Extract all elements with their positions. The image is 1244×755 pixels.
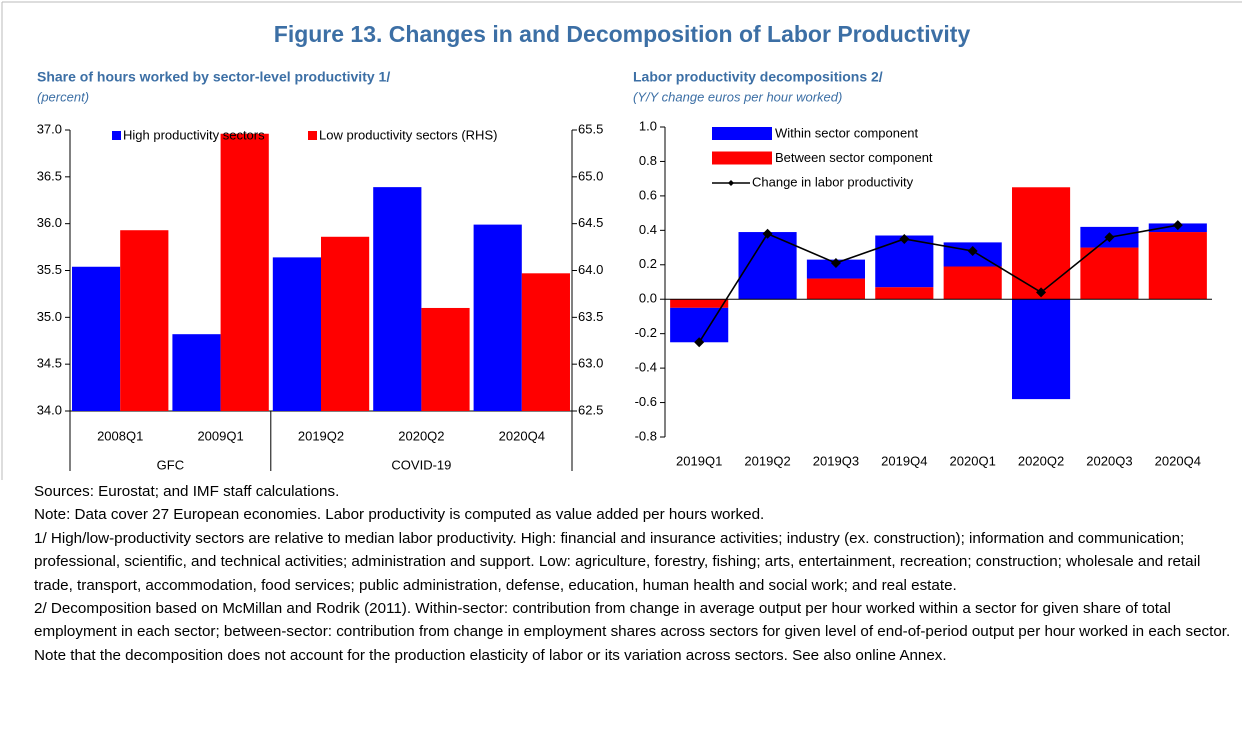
y-tick-label: 34.5 [37, 356, 62, 371]
y-tick-label: 36.5 [37, 168, 62, 183]
y2-tick-label: 63.0 [578, 356, 603, 371]
x-tick-label: 2008Q1 [97, 428, 143, 443]
marker [1036, 287, 1047, 298]
x-tick-label: 2020Q2 [1018, 453, 1064, 468]
bar-segment [875, 235, 934, 288]
marker [694, 337, 705, 348]
chart-subtitle: (percent) [37, 89, 89, 104]
chart-title: Labor productivity decompositions 2/ [633, 69, 883, 85]
y-tick-label: 0.4 [639, 222, 657, 237]
x-tick-label: 2019Q3 [813, 453, 859, 468]
group-label: GFC [157, 457, 184, 472]
y-tick-label: -0.6 [635, 394, 657, 409]
y-tick-label: 0.2 [639, 256, 657, 271]
bar [172, 334, 221, 411]
x-tick-label: 2019Q4 [881, 453, 927, 468]
y-tick-label: -0.4 [635, 360, 657, 375]
y-tick-label: 37.0 [37, 121, 62, 136]
x-tick-label: 2009Q1 [197, 428, 243, 443]
x-tick-label: 2020Q4 [499, 428, 545, 443]
legend-swatch [112, 131, 121, 140]
bar [220, 133, 269, 411]
bar [120, 230, 169, 411]
x-tick-label: 2019Q2 [744, 453, 790, 468]
y2-tick-label: 62.5 [578, 402, 603, 417]
bar-segment [670, 299, 729, 308]
legend-swatch [712, 151, 772, 165]
legend-label: Low productivity sectors (RHS) [319, 127, 497, 142]
bar-segment [1148, 232, 1207, 300]
x-tick-label: 2020Q2 [398, 428, 444, 443]
note: 2/ Decomposition based on McMillan and R… [34, 600, 1231, 664]
note: Note: Data cover 27 European economies. … [34, 506, 765, 524]
bar [373, 187, 422, 411]
chart-subtitle: (Y/Y change euros per hour worked) [633, 89, 842, 104]
note: Sources: Eurostat; and IMF staff calcula… [34, 483, 340, 500]
line [698, 224, 1178, 343]
y-tick-label: 34.0 [37, 402, 62, 417]
bar-segment [1012, 187, 1071, 300]
chart-title: Share of hours worked by sector-level pr… [37, 69, 390, 85]
marker [830, 258, 841, 269]
figure: Figure 13. Changes in and Decomposition … [1, 1, 1242, 480]
bar-segment [806, 259, 865, 279]
x-tick-label: 2019Q1 [676, 453, 722, 468]
y2-tick-label: 64.0 [578, 262, 603, 277]
y-tick-label: 0.0 [639, 291, 657, 306]
legend-label: Change in labor productivity [752, 174, 914, 189]
x-tick-label: 2020Q3 [1086, 453, 1132, 468]
marker [762, 228, 773, 239]
bar-segment [1080, 247, 1139, 300]
note: 1/ High/low-productivity sectors are rel… [34, 529, 1201, 594]
y-tick-label: -0.2 [635, 325, 657, 340]
y-tick-label: 35.5 [37, 262, 62, 277]
legend-swatch [308, 131, 317, 140]
y-tick-label: -0.8 [635, 428, 657, 443]
y2-tick-label: 65.0 [578, 168, 603, 183]
y-tick-label: 0.6 [639, 187, 657, 202]
bar-segment [670, 307, 729, 343]
y2-tick-label: 63.5 [578, 309, 603, 324]
y-tick-label: 1.0 [639, 118, 657, 133]
marker [1104, 232, 1115, 243]
y2-tick-label: 64.5 [578, 215, 603, 230]
x-tick-label: 2020Q4 [1155, 453, 1201, 468]
bar [72, 266, 121, 411]
x-tick-label: 2019Q2 [298, 428, 344, 443]
bar [521, 273, 570, 411]
group-label: COVID-19 [391, 457, 451, 472]
notes: Sources: Eurostat; and IMF staff calcula… [34, 480, 1234, 667]
bar [321, 236, 370, 411]
legend-swatch [712, 127, 772, 140]
bar-segment [1012, 299, 1071, 400]
legend-label: High productivity sectors [123, 127, 265, 142]
bar-segment [875, 287, 934, 300]
marker [1172, 220, 1183, 231]
bar-segment [806, 278, 865, 300]
bar [272, 257, 321, 411]
y2-tick-label: 65.5 [578, 121, 603, 136]
figure-title: Figure 13. Changes in and Decomposition … [274, 21, 971, 47]
bar-segment [943, 266, 1002, 300]
y-tick-label: 36.0 [37, 215, 62, 230]
legend-marker [728, 180, 734, 186]
legend-label: Within sector component [775, 125, 918, 140]
bar [421, 307, 470, 411]
marker [967, 246, 978, 256]
bar [473, 224, 522, 411]
y-tick-label: 35.0 [37, 309, 62, 324]
x-tick-label: 2020Q1 [950, 453, 996, 468]
marker [899, 233, 910, 244]
legend-label: Between sector component [775, 150, 933, 165]
y-tick-label: 0.8 [639, 153, 657, 168]
